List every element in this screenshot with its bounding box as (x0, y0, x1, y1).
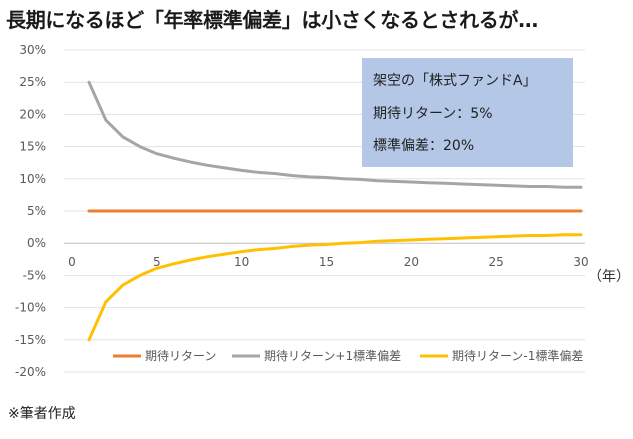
footnote: ※筆者作成 (8, 406, 76, 422)
y-tick-label: 15% (19, 140, 46, 154)
info-box (362, 58, 573, 167)
info-box-fund-name: 架空の「株式ファンドA」 (373, 73, 537, 89)
y-tick-label: 10% (19, 172, 46, 186)
x-tick-label: 5 (153, 255, 161, 269)
info-box-expected-return: 期待リターン：5% (373, 106, 493, 122)
y-tick-label: -10% (15, 301, 46, 315)
x-tick-label: 25 (489, 255, 504, 269)
x-tick-label: 0 (68, 255, 76, 269)
x-tick-label: 10 (234, 255, 249, 269)
y-axis-ticks: 30% 25% 20% 15% 10% 5% 0% -5% -10% -15% -20% (15, 43, 46, 379)
x-axis-ticks: 0 5 10 15 20 25 30 (68, 255, 588, 269)
x-axis-label: （年） (588, 269, 630, 285)
x-tick-label: 15 (319, 255, 334, 269)
info-box-std-dev: 標準偏差：20% (373, 138, 475, 154)
y-tick-label: 30% (19, 43, 46, 57)
series-line (87, 233, 583, 342)
y-tick-label: 0% (27, 236, 46, 250)
legend-label: 期待リターン-1標準偏差 (452, 348, 583, 363)
x-tick-label: 30 (573, 255, 588, 269)
series-lines (87, 80, 583, 342)
y-tick-label: -20% (15, 365, 46, 379)
gridlines (64, 49, 585, 373)
y-tick-label: -5% (23, 268, 46, 282)
x-tick-label: 20 (404, 255, 419, 269)
legend: 期待リターン 期待リターン+1標準偏差 期待リターン-1標準偏差 (113, 348, 583, 363)
legend-label: 期待リターン (145, 349, 216, 363)
y-tick-label: 20% (19, 107, 46, 121)
series-line (87, 80, 583, 189)
legend-label: 期待リターン+1標準偏差 (264, 348, 401, 363)
y-tick-label: 5% (27, 204, 46, 218)
y-tick-label: 25% (19, 75, 46, 89)
y-tick-label: -15% (15, 333, 46, 347)
chart-title: 長期になるほど「年率標準偏差」は小さくなるとされるが… (6, 8, 538, 32)
